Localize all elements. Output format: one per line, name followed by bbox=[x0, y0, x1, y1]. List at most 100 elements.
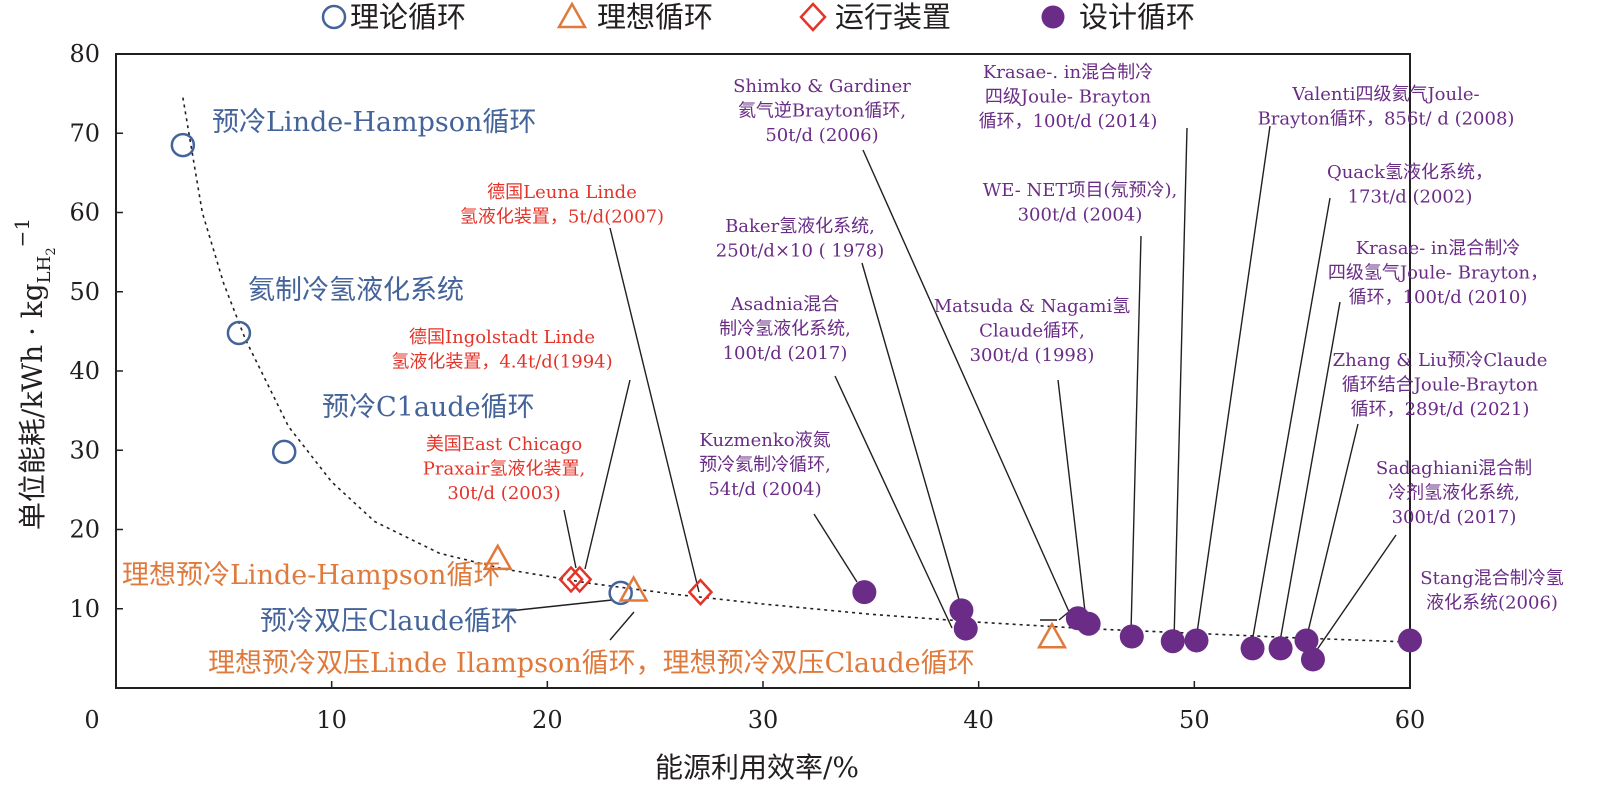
annotation-label: Zhang & Liu预冷Claude 循环结合Joule-Brayton 循环，2… bbox=[1333, 350, 1548, 420]
annotation-line: 300t/d (2004) bbox=[1018, 205, 1143, 226]
annotation-line: 循环结合Joule-Brayton bbox=[1342, 375, 1539, 396]
annotation-line: Krasae- in混合制冷 bbox=[1356, 238, 1521, 259]
annotation-label: 预冷双压Claude循环 bbox=[260, 606, 518, 637]
x-tick-label: 20 bbox=[532, 706, 563, 734]
leader-line bbox=[861, 262, 963, 611]
legend-item-theoretical: 理论循环 bbox=[321, 0, 466, 34]
annotation-line: Asadnia混合 bbox=[730, 294, 840, 315]
leader-line bbox=[1130, 235, 1142, 633]
annotation-line: 四级氢气Joule- Brayton， bbox=[1328, 263, 1548, 284]
annotation-line: Valenti四级氦气Joule- bbox=[1291, 84, 1479, 105]
annotation-line: 173t/d (2002) bbox=[1348, 187, 1473, 208]
annotation-line: 四级Joule- Brayton bbox=[985, 87, 1152, 108]
annotation-line: 预冷Linde-Hampson循环 bbox=[212, 107, 536, 138]
annotation-line: Praxair氢液化装置, bbox=[423, 459, 585, 480]
legend-filled-circle-icon bbox=[1041, 5, 1065, 29]
annotation-line: 250t/d×10 ( 1978) bbox=[716, 241, 884, 262]
annotation-label: Krasae- in混合制冷四级氢气Joule- Brayton， 循环，100t… bbox=[1328, 238, 1548, 308]
ideal-point-marker bbox=[482, 543, 513, 571]
design-point-marker bbox=[1268, 636, 1293, 661]
y-axis-title-sub: LH bbox=[34, 256, 55, 284]
annotation-line: 理想预冷双压Linde Ilampson循环，理想预冷双压Claude循环 bbox=[208, 648, 975, 679]
leader-line bbox=[1057, 379, 1087, 621]
design-point-marker bbox=[1119, 624, 1144, 649]
annotation-line: 循环，289t/d (2021) bbox=[1351, 399, 1530, 420]
y-tick-label: 50 bbox=[69, 278, 100, 306]
leader-line bbox=[1195, 125, 1271, 641]
x-tick-label: 0 bbox=[84, 706, 99, 734]
annotation-label: WE- NET项目(氖预冷), 300t/d (2004) bbox=[983, 180, 1177, 226]
annotation-line: 液化系统(2006) bbox=[1426, 593, 1558, 614]
legend-label-operating: 运行装置 bbox=[835, 0, 951, 34]
annotation-label: Asadnia混合制冷氢液化系统, 100t/d (2017) bbox=[719, 294, 851, 364]
annotation-label: Kuzmenko液氮预冷氦制冷循环, 54t/d (2004) bbox=[699, 430, 831, 500]
design-point-marker bbox=[852, 580, 877, 605]
annotation-label: 美国East Chicago Praxair氢液化装置, 30t/d (2003) bbox=[423, 434, 585, 504]
annotation-label: Valenti四级氦气Joule- Brayton循环，856t/ d (2008… bbox=[1258, 84, 1515, 130]
annotation-label: 理想预冷Linde-Hampson循环 bbox=[122, 560, 500, 591]
y-tick-label: 30 bbox=[69, 436, 100, 464]
y-tick-label: 20 bbox=[69, 516, 100, 544]
annotation-line: 300t/d (2017) bbox=[1392, 507, 1517, 528]
theoretical-point-marker bbox=[271, 439, 297, 465]
y-tick-label: 10 bbox=[69, 595, 100, 623]
annotation-line: 预冷双压Claude循环 bbox=[260, 606, 518, 637]
x-tick-label: 60 bbox=[1395, 706, 1426, 734]
leader-line bbox=[609, 227, 700, 593]
annotation-label: Krasae-. in混合制冷四级Joule- Brayton 循环，100t/d… bbox=[979, 62, 1158, 132]
annotation-line: 德国Ingolstadt Linde bbox=[409, 327, 595, 348]
ideal-point-marker bbox=[618, 574, 649, 602]
design-point-marker bbox=[1184, 628, 1209, 653]
x-tick-label: 30 bbox=[748, 706, 779, 734]
annotation-line: WE- NET项目(氖预冷), bbox=[983, 180, 1177, 201]
theoretical-point-marker bbox=[608, 580, 633, 606]
trend-curve-layer bbox=[182, 97, 1411, 643]
design-point-marker bbox=[1160, 629, 1185, 654]
design-point-marker bbox=[1294, 628, 1319, 653]
annotation-label: Shimko & Gardiner 氦气逆Brayton循环, 50t/d (200… bbox=[733, 76, 911, 146]
legend-label-theoretical: 理论循环 bbox=[350, 0, 466, 34]
operating-point-marker bbox=[558, 565, 584, 594]
y-tick-label: 40 bbox=[69, 357, 100, 385]
annotation-line: 美国East Chicago bbox=[426, 434, 582, 455]
annotation-label: 预冷Linde-Hampson循环 bbox=[212, 107, 536, 138]
data-markers bbox=[170, 132, 1422, 672]
annotation-line: 氢液化装置，5t/d(2007) bbox=[460, 207, 664, 228]
legend-item-design: 设计循环 bbox=[1041, 0, 1195, 34]
annotation-label: Sadaghiani混合制冷剂氢液化系统, 300t/d (2017) bbox=[1376, 458, 1532, 528]
leader-line bbox=[1311, 534, 1397, 658]
annotation-label: 德国Leuna Linde 氢液化装置，5t/d(2007) bbox=[460, 182, 664, 228]
operating-point-marker bbox=[566, 565, 593, 594]
annotation-line: 制冷氢液化系统, bbox=[719, 319, 851, 340]
leader-line bbox=[609, 611, 635, 641]
theoretical-point-marker bbox=[170, 132, 196, 158]
annotation-line: Krasae-. in混合制冷 bbox=[983, 62, 1153, 83]
annotation-line: 300t/d (1998) bbox=[970, 345, 1095, 366]
legend-open-triangle-icon bbox=[556, 1, 588, 29]
annotations: 预冷Linde-Hampson循环氦制冷氢液化系统预冷C1aude循环理想预冷L… bbox=[122, 62, 1564, 679]
annotation-label: Baker氢液化系统, 250t/d×10 ( 1978) bbox=[716, 216, 884, 262]
y-tick-label: 60 bbox=[69, 199, 100, 227]
legend-label-ideal: 理想循环 bbox=[597, 0, 713, 34]
annotation-line: 氦制冷氢液化系统 bbox=[248, 275, 464, 306]
leader-lines bbox=[508, 125, 1411, 658]
annotation-line: 循环，100t/d (2010) bbox=[1349, 287, 1528, 308]
annotation-line: 氦气逆Brayton循环, bbox=[738, 101, 906, 122]
annotation-line: 冷剂氢液化系统, bbox=[1388, 483, 1520, 504]
design-point-marker bbox=[1240, 636, 1265, 661]
annotation-label: Quack氢液化系统， 173t/d (2002) bbox=[1327, 162, 1493, 208]
y-tick-label: 80 bbox=[69, 40, 100, 68]
theoretical-point-marker bbox=[226, 320, 252, 346]
annotation-line: 预冷C1aude循环 bbox=[322, 392, 535, 423]
annotation-label: 预冷C1aude循环 bbox=[322, 392, 535, 423]
legend: 理论循环 理想循环 运行装置 设计循环 bbox=[321, 0, 1195, 34]
y-axis-title: 单位能耗/kWh · kgLH2 −1 bbox=[10, 218, 59, 530]
x-tick-label: 10 bbox=[316, 706, 347, 734]
design-point-marker bbox=[1398, 628, 1422, 653]
leader-line bbox=[1173, 127, 1188, 642]
annotation-line: Stang混合制冷氢 bbox=[1420, 568, 1563, 589]
annotation-label: 德国Ingolstadt Linde 氢液化装置，4.4t/d(1994) bbox=[391, 327, 612, 373]
trend-curve bbox=[182, 97, 1411, 643]
annotation-line: Kuzmenko液氮 bbox=[699, 430, 830, 451]
design-point-marker bbox=[953, 616, 978, 641]
